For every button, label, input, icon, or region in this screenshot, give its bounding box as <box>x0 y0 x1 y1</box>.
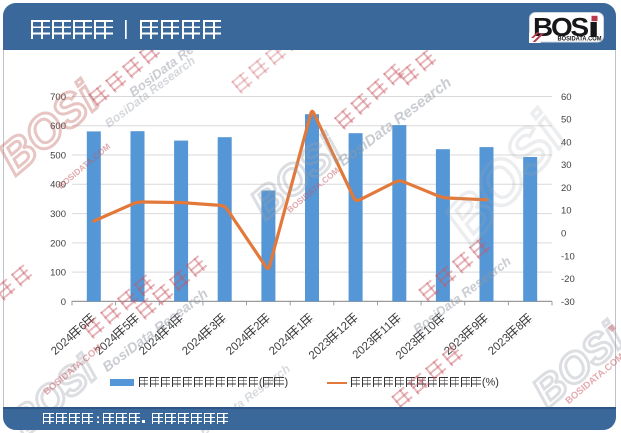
svg-text:-10: -10 <box>561 251 575 262</box>
svg-text:-20: -20 <box>561 274 575 285</box>
svg-text:60: 60 <box>561 92 572 103</box>
svg-text:40: 40 <box>561 137 572 148</box>
svg-text:300: 300 <box>50 209 66 220</box>
svg-text:200: 200 <box>50 238 66 249</box>
svg-text:400: 400 <box>50 180 66 191</box>
svg-text:-30: -30 <box>561 297 575 308</box>
svg-text:0: 0 <box>61 297 66 308</box>
svg-text:BOSIDATA.COM: BOSIDATA.COM <box>558 36 602 43</box>
svg-text:0: 0 <box>561 229 566 240</box>
svg-text:BOS: BOS <box>533 12 589 42</box>
svg-text:30: 30 <box>561 160 572 171</box>
svg-text:500: 500 <box>50 150 66 161</box>
svg-text:50: 50 <box>561 115 572 126</box>
svg-text:20: 20 <box>561 183 572 194</box>
svg-text:700: 700 <box>50 92 66 103</box>
svg-text:100: 100 <box>50 268 66 279</box>
svg-text:10: 10 <box>561 206 572 217</box>
svg-text:600: 600 <box>50 121 66 132</box>
